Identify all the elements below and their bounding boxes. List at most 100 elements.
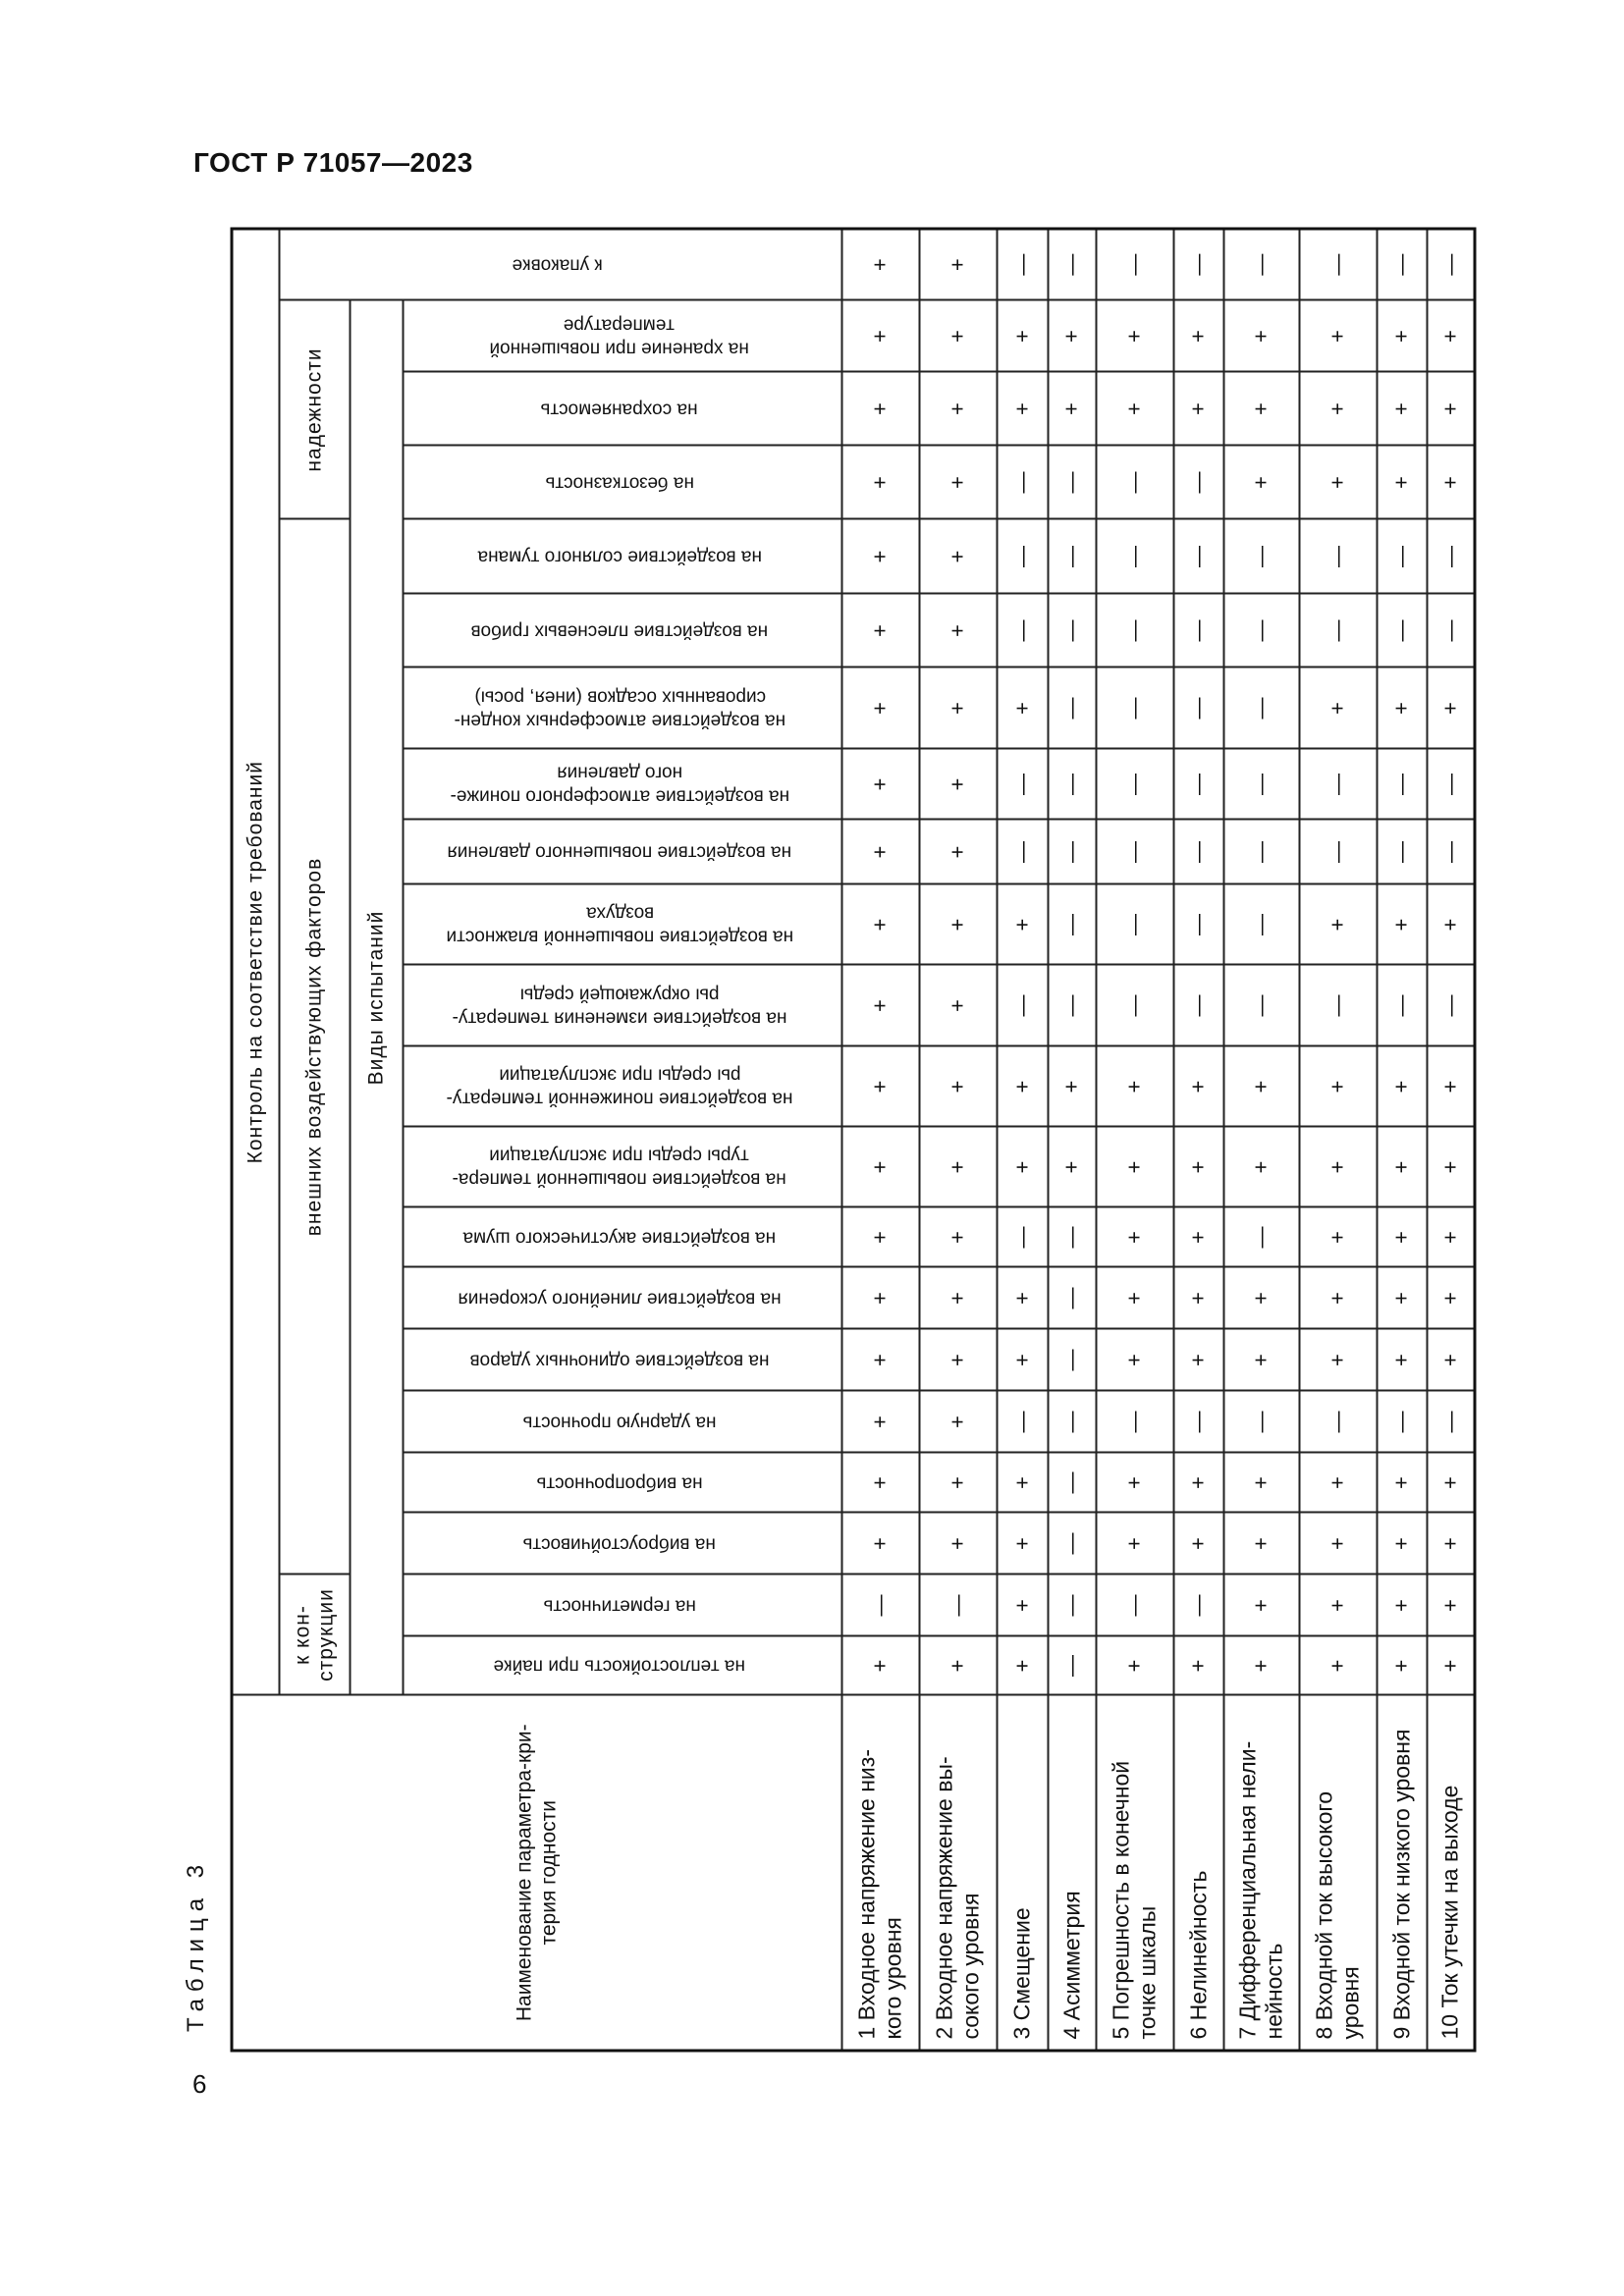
value-cell: + <box>919 1046 997 1127</box>
value-cell: — <box>1048 1513 1096 1575</box>
value-cell: — <box>1223 820 1299 884</box>
value-cell: + <box>1173 1267 1223 1329</box>
value-cell: + <box>1427 300 1475 372</box>
value-cell: + <box>841 667 919 749</box>
value-cell: + <box>1223 300 1299 372</box>
value-cell: + <box>1173 300 1223 372</box>
table-row: 6 Нелинейность + — + + — + + + + + — — — — — — — — + + — <box>1173 228 1223 2051</box>
param-name: 3 Смещение <box>997 1695 1048 2051</box>
value-cell: — <box>1377 228 1427 300</box>
value-cell: — <box>1173 749 1223 820</box>
value-cell: + <box>1427 446 1475 519</box>
value-cell: + <box>1299 1329 1377 1391</box>
value-cell: + <box>1048 372 1096 446</box>
value-cell: + <box>841 300 919 372</box>
test-header-packaging: к упаковке <box>279 228 841 300</box>
test-name: на безотказность <box>545 472 694 494</box>
rotated-table-container: Наименование параметра-кри- терия годнос… <box>230 227 1477 2053</box>
value-cell: + <box>841 1513 919 1575</box>
table-row: 1 Входное напряжение низ- кого уровня + — +… <box>841 228 919 2051</box>
value-cell: + <box>1377 1127 1427 1207</box>
value-cell: + <box>919 749 997 820</box>
group-header: надежности <box>279 300 350 519</box>
test-header: на воздействие одиночных ударов <box>403 1329 841 1391</box>
value-cell: — <box>1096 749 1173 820</box>
value-cell: + <box>1173 1513 1223 1575</box>
value-cell: — <box>1223 1207 1299 1267</box>
value-cell: + <box>1096 300 1173 372</box>
test-header: на вибропрочность <box>403 1453 841 1513</box>
param-name: 5 Погрешность в конечной точке шкалы <box>1096 1695 1173 2051</box>
value-cell: + <box>1299 300 1377 372</box>
value-cell: + <box>1427 1575 1475 1636</box>
value-cell: + <box>841 965 919 1046</box>
value-cell: + <box>841 820 919 884</box>
value-cell: — <box>1427 1391 1475 1453</box>
value-cell: — <box>1048 1329 1096 1391</box>
value-cell: + <box>841 1453 919 1513</box>
group-header: к кон- струкции <box>279 1575 350 1695</box>
value-cell: — <box>1096 519 1173 594</box>
tests-header: Виды испытаний <box>350 300 403 1695</box>
value-cell: + <box>1427 1636 1475 1695</box>
value-cell: — <box>1048 667 1096 749</box>
test-header: на герметичность <box>403 1575 841 1636</box>
value-cell: — <box>1048 749 1096 820</box>
table-row: 10 Ток утечки на выходе + + + + — + + + + + — + — — + — —… <box>1427 228 1475 2051</box>
value-cell: + <box>1223 1453 1299 1513</box>
test-name: на воздействие соляного тумана <box>477 547 762 567</box>
value-cell: + <box>997 667 1048 749</box>
value-cell: + <box>1427 1127 1475 1207</box>
value-cell: + <box>841 1046 919 1127</box>
value-cell: + <box>1377 1267 1427 1329</box>
value-cell: + <box>919 1207 997 1267</box>
table-row: 8 Входной ток высокого уровня + + + + — + + + + + —… <box>1299 228 1377 2051</box>
value-cell: + <box>919 1329 997 1391</box>
value-cell: — <box>1377 519 1427 594</box>
value-cell: + <box>997 300 1048 372</box>
test-header: на ударную прочность <box>403 1391 841 1453</box>
value-cell: — <box>1299 519 1377 594</box>
value-cell: + <box>919 519 997 594</box>
test-name: на воздействие повышенной темпера- туры … <box>452 1146 787 1190</box>
top-header: Контроль на соответствие требований <box>232 228 279 1695</box>
value-cell: — <box>1223 228 1299 300</box>
group-header: внешних воздействующих факторов <box>279 519 350 1575</box>
value-cell: — <box>1048 820 1096 884</box>
value-cell: + <box>1223 1636 1299 1695</box>
value-cell: + <box>1096 372 1173 446</box>
value-cell: — <box>841 1575 919 1636</box>
test-name: на воздействие одиночных ударов <box>469 1350 770 1371</box>
value-cell: + <box>919 1391 997 1453</box>
value-cell: + <box>1048 300 1096 372</box>
value-cell: + <box>1048 1046 1096 1127</box>
test-header: на воздействие плесневых грибов <box>403 594 841 667</box>
value-cell: + <box>1096 1329 1173 1391</box>
value-cell: — <box>1173 1391 1223 1453</box>
value-cell: + <box>1096 1127 1173 1207</box>
param-name: 9 Входной ток низкого уровня <box>1377 1695 1427 2051</box>
test-header: на воздействие изменения температу- ры о… <box>403 965 841 1046</box>
test-name: на воздействие повышенной влажности возд… <box>446 903 793 947</box>
value-cell: — <box>997 1207 1048 1267</box>
value-cell: + <box>841 1267 919 1329</box>
value-cell: + <box>1048 1127 1096 1207</box>
value-cell: + <box>1173 1636 1223 1695</box>
value-cell: + <box>841 1391 919 1453</box>
value-cell: + <box>841 1636 919 1695</box>
value-cell: — <box>997 965 1048 1046</box>
value-cell: + <box>1299 884 1377 965</box>
value-cell: + <box>997 1329 1048 1391</box>
value-cell: — <box>1377 965 1427 1046</box>
test-name: на воздействие повышенного давления <box>447 842 792 863</box>
value-cell: + <box>997 1046 1048 1127</box>
test-name: на воздействие плесневых грибов <box>470 620 769 642</box>
test-name: на вибропрочность <box>536 1472 703 1494</box>
value-cell: — <box>1048 446 1096 519</box>
value-cell: + <box>1377 300 1427 372</box>
value-cell: — <box>1223 1391 1299 1453</box>
value-cell: — <box>1048 519 1096 594</box>
value-cell: + <box>1377 1329 1427 1391</box>
value-cell: — <box>1223 594 1299 667</box>
table-row: 3 Смещение + + + + — + + — + + — + — — + — — — + + — <box>997 228 1048 2051</box>
